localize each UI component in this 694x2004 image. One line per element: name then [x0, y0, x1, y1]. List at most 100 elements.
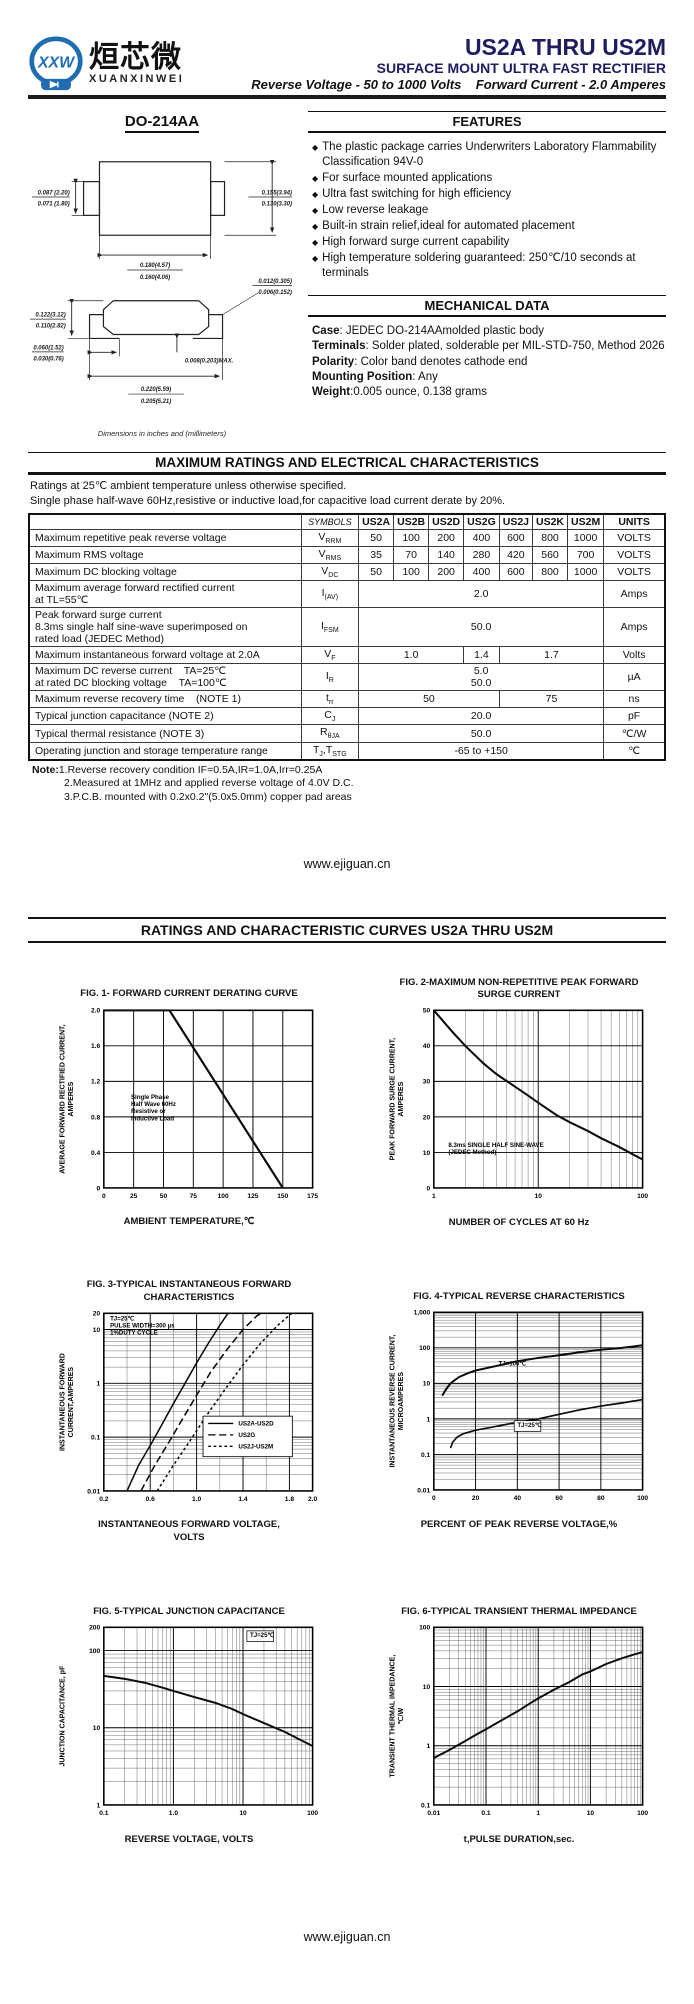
fig2-y-axis-label: AMPERES — [398, 1082, 405, 1117]
fig3-x-tick: 1.8 — [285, 1496, 295, 1503]
fig5-annotation: TJ=25℃ — [250, 1632, 274, 1639]
fig2-series-surge-current — [433, 1009, 644, 1161]
bullet-icon: ◆ — [312, 206, 319, 216]
fig4-y-tick: 1 — [426, 1416, 430, 1423]
ratings-header-blank — [28, 513, 302, 530]
parameter-symbol: VRRM — [300, 528, 360, 547]
column-header-units: UNITS — [603, 513, 666, 530]
parameter-symbol: IR — [300, 663, 360, 692]
fig2-x-tick: 10 — [535, 1193, 543, 1200]
package-outline-drawing: 0.087 (2.20) 0.071 (1.80) 0.155(3.94) 0.… — [29, 160, 292, 405]
parameter-value: 50 — [358, 690, 500, 709]
fig1-x-axis-label: AMBIENT TEMPERATURE,℃ — [124, 1216, 255, 1228]
fig5-title: FIG. 5-TYPICAL JUNCTION CAPACITANCE — [93, 1594, 285, 1618]
parameter-value: -65 to +150 — [358, 741, 605, 761]
fig6-y-tick: 100 — [419, 1625, 430, 1632]
dim-profile-height-max: 0.122(3.12) — [35, 313, 65, 319]
parameter-value: 75 — [498, 690, 605, 709]
dim-lead-thickness-max: 0.012(0.305) — [258, 279, 292, 285]
mechanical-data-heading: MECHANICAL DATA — [308, 295, 666, 318]
dim-body-height-min: 0.130(3.30) — [262, 202, 292, 208]
fig5-y-tick: 200 — [89, 1625, 100, 1632]
parameter-name-line: at rated DC blocking voltage TA=100℃ — [35, 677, 227, 690]
fig1-x-tick: 150 — [277, 1192, 288, 1199]
fig2-annotation: 8.3ms SINGLE HALF SINE-WAVE — [448, 1142, 543, 1149]
fig1-x-tick: 25 — [130, 1192, 138, 1199]
parameter-value-line: 50.0 — [470, 727, 492, 740]
parameter-value: 100 — [393, 563, 430, 582]
package-column: DO-214AA — [28, 107, 296, 438]
brand: XXW 烜芯微 XUANXINWEI — [28, 36, 184, 92]
fig5-plot: TJ=25℃ 0.1 1.0 10 100 200 100 10 1 JUNCTION CAPAC… — [59, 1625, 318, 1817]
bullet-icon: ◆ — [312, 143, 319, 153]
fig1-x-tick: 75 — [190, 1192, 198, 1199]
fig2-x-tick: 100 — [637, 1193, 648, 1200]
fig5-y-axis-label: JUNCTION CAPACITANCE, pF — [59, 1665, 66, 1766]
fig2-figure: FIG. 2-MAXIMUM NON-REPETITIVE PEAK FORWA… — [358, 977, 680, 1230]
parameter-value: 800 — [531, 528, 569, 547]
ratings-condition-line1: Ratings at 25℃ ambient temperature unles… — [30, 480, 347, 493]
column-header-symbols: SYMBOLS — [300, 513, 360, 530]
parameter-value-line: 400 — [472, 566, 491, 579]
parameter-value-line: 600 — [507, 566, 525, 579]
feature-text: Low reverse leakage — [322, 204, 429, 217]
fig3-legend-label: US2G — [238, 1432, 255, 1439]
symbol-segment: R — [328, 677, 334, 685]
parameter-symbol: VF — [300, 646, 360, 665]
parameter-name: Maximum RMS voltage — [28, 545, 302, 565]
fig2-y-tick: 10 — [423, 1150, 431, 1157]
bullet-icon: ◆ — [312, 174, 319, 184]
parameter-value: 140 — [428, 545, 465, 565]
fig4-series-TJ=25C — [449, 1398, 643, 1449]
mechanical-data-label: Polarity — [312, 355, 355, 368]
parameter-value-line: 800 — [541, 531, 559, 544]
fig3-x-axis-label: INSTANTANEOUS FORWARD VOLTAGE, VOLTS — [98, 1519, 280, 1544]
feature-item: ◆ For surface mounted applications — [312, 171, 666, 186]
fig4-annotation: TJ=25℃ — [517, 1422, 541, 1429]
parameter-symbol: trr — [300, 690, 360, 709]
fig5-x-tick: 1.0 — [169, 1810, 179, 1817]
mechanical-data-label: Mounting Position — [312, 370, 413, 383]
fig3-y-axis-label: CURRENT,AMPERES — [68, 1366, 75, 1437]
parameter-value: 420 — [498, 545, 534, 565]
parameter-value-line: 50 — [370, 531, 382, 544]
features-heading: FEATURES — [308, 111, 666, 134]
ratings-heading: MAXIMUM RATINGS AND ELECTRICAL CHARACTER… — [28, 452, 666, 476]
fig1-annotation: Inductive Load — [131, 1115, 174, 1122]
fig4-title: FIG. 4-TYPICAL REVERSE CHARACTERISTICS — [413, 1279, 625, 1303]
ratings-section: MAXIMUM RATINGS AND ELECTRICAL CHARACTER… — [28, 452, 666, 804]
dim-overall-width-max: 0.220(5.59) — [141, 388, 171, 394]
website-link-footer[interactable]: www.ejiguan.cn — [303, 1930, 391, 1945]
symbol-segment: C — [324, 709, 332, 722]
parameter-symbol: TJ,TSTG — [300, 741, 360, 761]
parameter-value: 20.0 — [358, 707, 605, 726]
fig1-x-tick: 100 — [218, 1192, 229, 1199]
parameter-unit: ns — [603, 690, 666, 709]
fig3-y-tick: 0.1 — [91, 1434, 101, 1441]
parameter-unit: ℃/W — [603, 724, 666, 743]
dim-foot-length-min: 0.030(0.76) — [33, 357, 63, 363]
parameter-value: 1.7 — [498, 646, 605, 665]
parameter-value: 400 — [463, 528, 500, 547]
ratings-notes: Note:1.Reverse recovery condition IF=0.5… — [32, 764, 666, 805]
feature-item: ◆ Built-in strain relief,ideal for automa… — [312, 219, 666, 234]
parameter-unit: pF — [603, 707, 666, 726]
parameter-unit: VOLTS — [603, 545, 666, 565]
parameter-name: Operating junction and storage temperatu… — [28, 741, 302, 761]
fig6-x-tick: 0.1 — [481, 1810, 491, 1817]
parameter-value: 50 — [358, 528, 395, 547]
parameter-value-line: 35 — [370, 549, 382, 562]
ratings-condition-line2: Single phase half-wave 60Hz,resistive or… — [30, 494, 506, 507]
website-link-mid[interactable]: www.ejiguan.cn — [303, 856, 391, 871]
fig4-series-TJ=100C — [441, 1344, 643, 1397]
fig4-x-axis-label: PERCENT OF PEAK REVERSE VOLTAGE,% — [421, 1519, 618, 1531]
feature-text: High temperature soldering guaranteed: 2… — [322, 252, 636, 280]
parameter-symbol: IFSM — [300, 607, 360, 648]
parameter-name-line: at TL=55℃ — [35, 594, 89, 607]
fig1-x-tick: 125 — [247, 1192, 258, 1199]
symbol-segment: V — [321, 565, 329, 578]
fig3-x-axis-label-line: VOLTS — [173, 1531, 205, 1543]
bullet-icon: ◆ — [312, 254, 319, 264]
fig5-x-tick: 100 — [307, 1810, 318, 1817]
